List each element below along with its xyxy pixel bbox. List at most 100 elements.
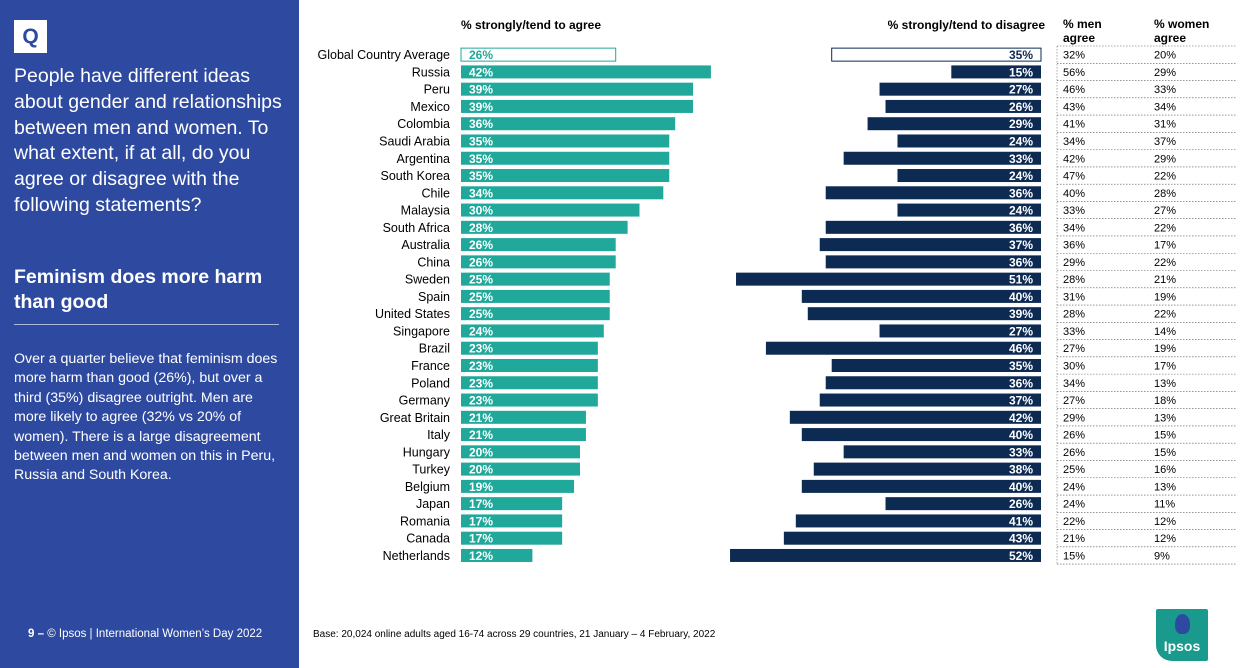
country-label: Argentina [396, 152, 450, 166]
country-label: Sweden [405, 273, 450, 287]
men-value: 24% [1063, 481, 1085, 493]
disagree-value-label: 27% [1009, 83, 1033, 97]
disagree-bar [819, 238, 1041, 252]
women-value: 16% [1154, 464, 1176, 476]
disagree-value-label: 33% [1009, 152, 1033, 166]
agree-bar [461, 220, 628, 234]
women-value: 15% [1154, 430, 1176, 442]
country-label: Chile [422, 186, 451, 200]
footer-copyright: © Ipsos | International Women’s Day 2022 [47, 628, 263, 640]
disagree-bar [825, 220, 1041, 234]
disagree-value-label: 26% [1009, 497, 1033, 511]
agree-value-label: 17% [469, 497, 493, 511]
women-value: 17% [1154, 240, 1176, 252]
agree-value-label: 25% [469, 273, 493, 287]
men-value: 24% [1063, 499, 1085, 511]
disagree-bar [879, 324, 1041, 338]
ipsos-logo: Ipsos [1156, 609, 1208, 661]
agree-bar [461, 82, 694, 96]
disagree-bar [897, 203, 1041, 217]
women-value: 20% [1154, 50, 1176, 62]
agree-bar [461, 272, 610, 286]
header-agree: % strongly/tend to agree [461, 18, 601, 32]
agree-value-label: 25% [469, 290, 493, 304]
agree-bar [461, 151, 670, 165]
header-disagree: % strongly/tend to disagree [888, 18, 1046, 32]
disagree-bar [831, 47, 1042, 62]
country-label: Romania [400, 514, 450, 528]
country-label: Brazil [419, 342, 450, 356]
agree-bar [461, 393, 598, 407]
disagree-value-label: 43% [1009, 532, 1033, 546]
women-value: 14% [1154, 326, 1176, 338]
disagree-value-label: 15% [1009, 65, 1033, 79]
agree-value-label: 39% [469, 100, 493, 114]
agree-value-label: 23% [469, 342, 493, 356]
country-label: Spain [418, 290, 450, 304]
men-value: 15% [1063, 550, 1085, 562]
disagree-bar [736, 272, 1041, 286]
disagree-bar [807, 307, 1041, 321]
men-value: 32% [1063, 50, 1085, 62]
agree-value-label: 26% [469, 48, 493, 62]
agree-bar [461, 479, 575, 493]
agree-bar [461, 428, 586, 442]
agree-value-label: 39% [469, 83, 493, 97]
agree-value-label: 23% [469, 376, 493, 390]
country-label: Poland [411, 376, 450, 390]
country-label: Great Britain [380, 411, 450, 425]
disagree-value-label: 26% [1009, 100, 1033, 114]
disagree-bar [897, 169, 1041, 183]
agree-bar [461, 376, 598, 390]
country-label: United States [375, 307, 450, 321]
sidebar-divider [14, 324, 279, 325]
men-value: 34% [1063, 378, 1085, 390]
disagree-bar [831, 358, 1041, 372]
agree-value-label: 23% [469, 359, 493, 373]
agree-bar [461, 238, 616, 252]
agree-value-label: 24% [469, 324, 493, 338]
country-label: China [417, 255, 450, 269]
disagree-bar [825, 255, 1041, 269]
disagree-bar [843, 445, 1041, 459]
disagree-bar [819, 393, 1041, 407]
disagree-value-label: 42% [1009, 411, 1033, 425]
disagree-value-label: 41% [1009, 514, 1033, 528]
women-value: 9% [1154, 550, 1170, 562]
men-value: 43% [1063, 101, 1085, 113]
agree-value-label: 21% [469, 428, 493, 442]
agree-value-label: 23% [469, 394, 493, 408]
country-label: Russia [412, 65, 450, 79]
women-value: 33% [1154, 84, 1176, 96]
men-value: 47% [1063, 171, 1085, 183]
disagree-value-label: 52% [1009, 549, 1033, 563]
disagree-bar [885, 497, 1041, 511]
country-label: Netherlands [383, 549, 450, 563]
statement-title: Feminism does more harm than good [14, 266, 263, 313]
disagree-value-label: 46% [1009, 342, 1033, 356]
header-men: % men agree [1063, 17, 1102, 45]
country-label: Hungary [403, 445, 451, 459]
disagree-bar [813, 462, 1041, 476]
women-value: 29% [1154, 67, 1176, 79]
disagree-value-label: 35% [1009, 359, 1033, 373]
agree-value-label: 42% [469, 65, 493, 79]
women-value: 22% [1154, 222, 1176, 234]
disagree-value-label: 27% [1009, 324, 1033, 338]
country-label: Colombia [397, 117, 450, 131]
country-label: Japan [416, 497, 450, 511]
agree-value-label: 26% [469, 255, 493, 269]
disagree-bar [801, 289, 1041, 303]
agree-bar [461, 307, 610, 321]
country-label: Malaysia [401, 204, 450, 218]
agree-value-label: 28% [469, 221, 493, 235]
men-value: 22% [1063, 516, 1085, 528]
agree-bar [461, 99, 694, 113]
men-value: 27% [1063, 343, 1085, 355]
disagree-bar [843, 151, 1041, 165]
women-value: 11% [1154, 499, 1175, 511]
agree-bar [461, 255, 616, 269]
logo-mark-icon [1175, 614, 1190, 634]
disagree-bar [879, 82, 1041, 96]
agree-value-label: 30% [469, 204, 493, 218]
